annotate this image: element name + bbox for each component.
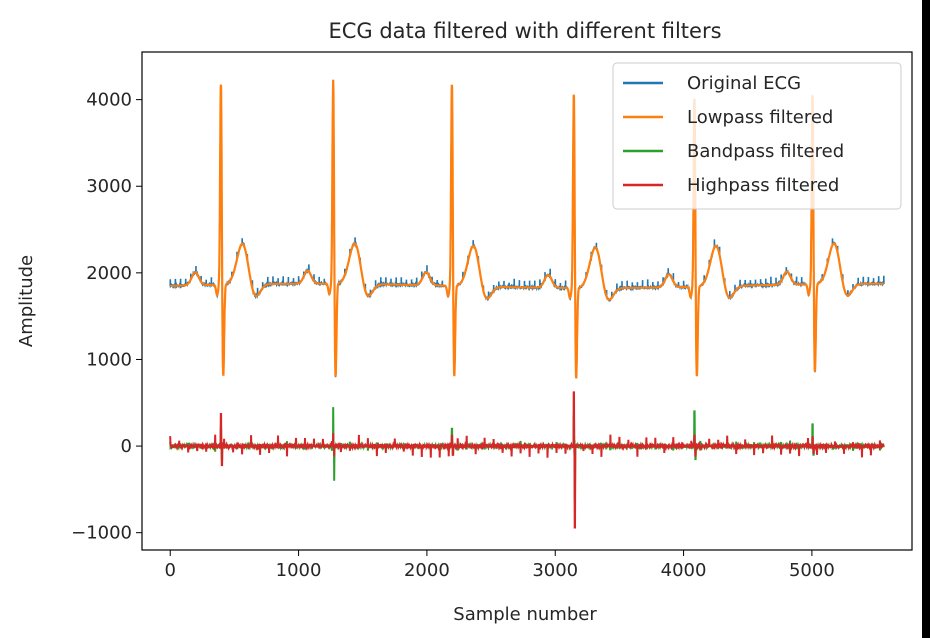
legend-label: Bandpass filtered xyxy=(687,141,844,162)
x-axis: 0 1000 2000 3000 4000 5000 xyxy=(165,550,835,581)
x-tick-label: 0 xyxy=(165,560,176,581)
y-tick-label: 4000 xyxy=(86,90,132,111)
legend-label: Original ECG xyxy=(687,73,801,94)
axes-frame xyxy=(141,51,913,551)
y-tick-label: 3000 xyxy=(86,176,132,197)
x-tick-label: 2000 xyxy=(404,560,450,581)
y-axis-label: Amplitude xyxy=(16,255,37,347)
x-tick-label: 3000 xyxy=(532,560,578,581)
series-lowpass-filtered xyxy=(170,80,884,379)
x-tick-label: 5000 xyxy=(789,560,835,581)
chart-title: ECG data filtered with different filters xyxy=(328,19,721,43)
y-tick-label: 2000 xyxy=(86,263,132,284)
x-tick-label: 1000 xyxy=(276,560,322,581)
y-tick-label: 1000 xyxy=(86,349,132,370)
x-axis-label: Sample number xyxy=(453,604,597,625)
legend-label: Highpass filtered xyxy=(687,175,839,196)
legend-label: Lowpass filtered xyxy=(687,107,833,128)
legend-box xyxy=(612,62,902,210)
y-tick-label: −1000 xyxy=(71,523,132,544)
series-bandpass-filtered xyxy=(169,407,885,499)
y-axis: −1000 0 1000 2000 3000 4000 xyxy=(71,90,142,544)
x-tick-label: 4000 xyxy=(661,560,707,581)
y-tick-label: 0 xyxy=(121,436,132,457)
series-highpass-filtered xyxy=(169,391,885,529)
legend: Original ECG Lowpass filtered Bandpass fil… xyxy=(612,62,902,210)
